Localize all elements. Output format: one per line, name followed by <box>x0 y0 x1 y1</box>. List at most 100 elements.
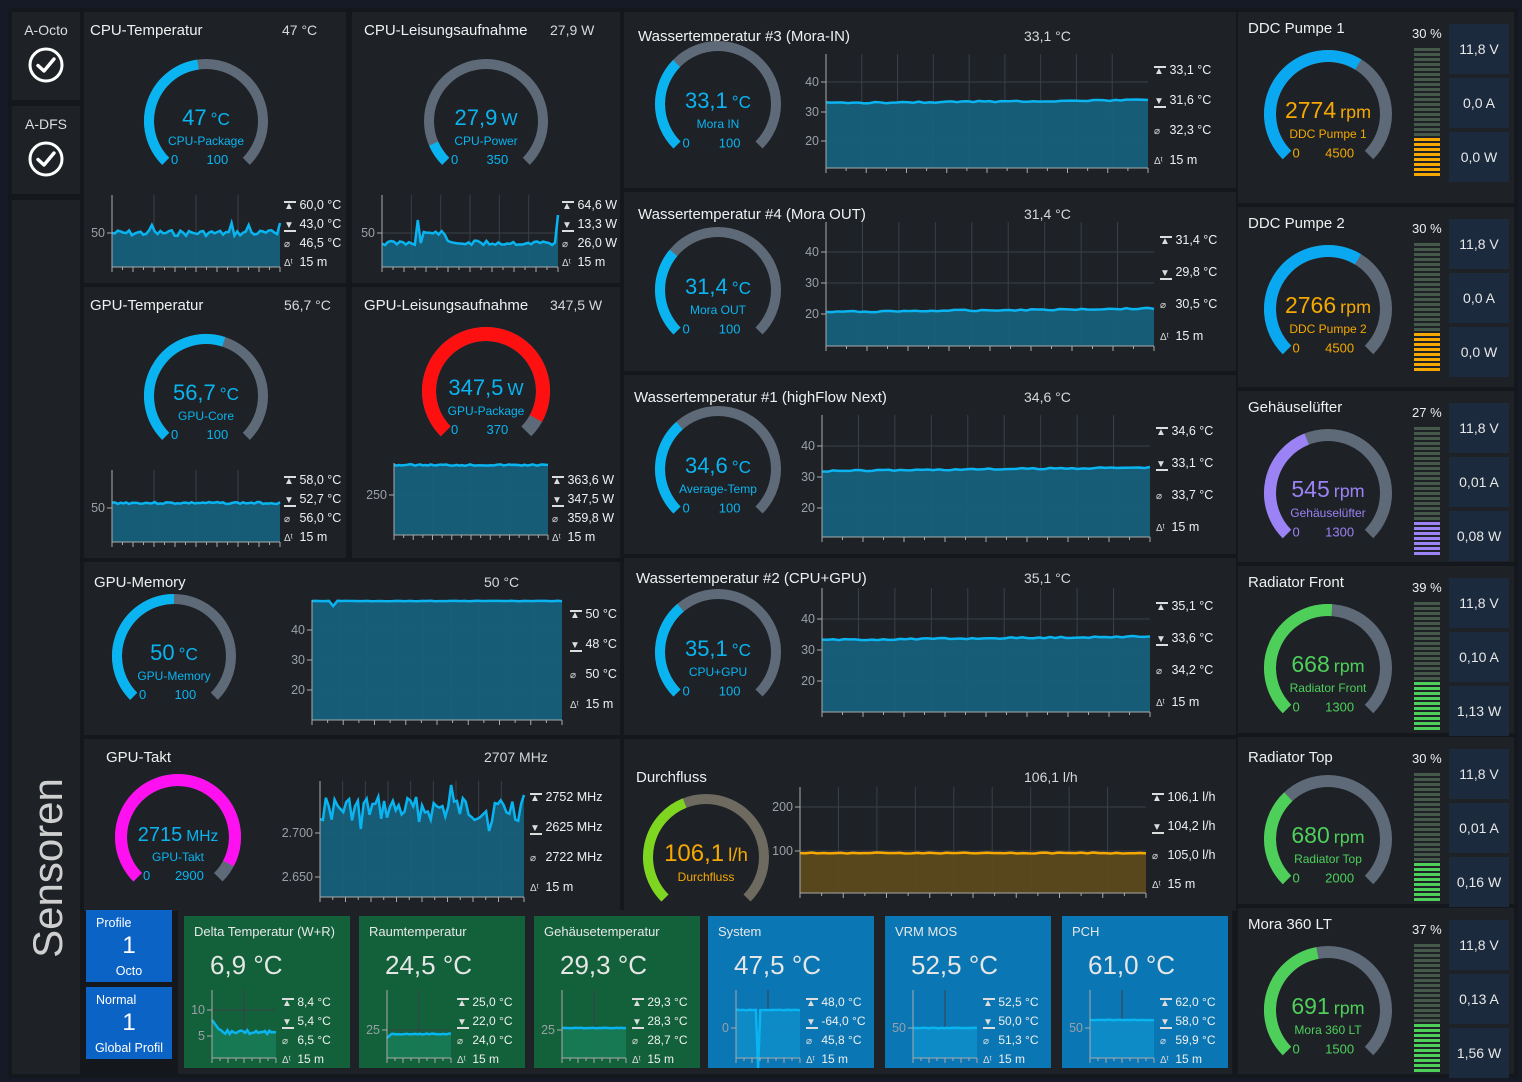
gauge-max: 1300 <box>1325 700 1354 715</box>
level-segment <box>1414 783 1440 786</box>
sensor-panel-water1[interactable]: Wassertemperatur #1 (highFlow Next) 34,6 … <box>624 375 1236 554</box>
sensor-panel-gpu-mem[interactable]: GPU-Memory 50 °C 50 °C GPU-Memory 0 100 40 30 20 ▲… <box>84 562 620 735</box>
history-chart: 50 <box>361 195 560 272</box>
max-icon: ▲ <box>1160 236 1172 247</box>
fan-panel[interactable]: Radiator Top 680 rpm Radiator Top 0 2000 30 % 1… <box>1238 737 1514 907</box>
level-segment <box>1414 1014 1440 1017</box>
sensor-panel-gpu-power[interactable]: GPU-Leisungsaufnahme 347,5 W 347,5 W GPU-Pac… <box>352 287 620 558</box>
level-segment <box>1414 722 1440 725</box>
sensor-panel-gpu-clock[interactable]: GPU-Takt 2707 MHz 2715 MHz GPU-Takt 0 2900 2.70… <box>84 739 620 911</box>
fan-panel[interactable]: DDC Pumpe 1 2774 rpm DDC Pumpe 1 0 4500 30 % 11… <box>1238 12 1514 203</box>
stat-min: ▼ 33,1 °C <box>1156 457 1213 471</box>
y-tick-label: 40 <box>805 75 819 89</box>
fan-percent: 27 % <box>1412 405 1442 420</box>
gauge-fill <box>422 327 550 437</box>
stat-value: 50 °C <box>582 667 617 681</box>
profile-button[interactable]: Normal 1 Global Profil <box>86 987 172 1059</box>
fan-title: Mora 360 LT <box>1248 916 1332 933</box>
level-segment <box>1414 727 1440 730</box>
min-icon: ▼ <box>983 1018 995 1029</box>
panel-title: GPU-Memory <box>94 574 186 591</box>
level-segment <box>1414 657 1440 660</box>
history-line <box>735 1008 801 1069</box>
fan-panel[interactable]: Gehäuselüfter 545 rpm Gehäuselüfter 0 1300 27 … <box>1238 391 1514 562</box>
panel-title: CPU-Temperatur <box>90 22 203 39</box>
stat-value: 15 m <box>296 530 328 544</box>
gauge-min: 0 <box>682 684 689 699</box>
fan-title: DDC Pumpe 2 <box>1248 215 1345 232</box>
sidebar-item-a-octo[interactable]: A-Octo <box>12 12 80 100</box>
level-segment <box>1414 98 1440 101</box>
sensor-tile[interactable]: Delta Temperatur (W+R) 6,9 °C 10 5 ▲ 8,4 °C ▼… <box>184 916 350 1068</box>
sensor-panel-gpu-temp[interactable]: GPU-Temperatur 56,7 °C 56,7 °C GPU-Core 0 100 5… <box>84 287 346 558</box>
profile-button[interactable]: Profile 1 Octo <box>86 910 172 982</box>
avg-icon: ⌀ <box>570 670 577 681</box>
sensor-panel-water4[interactable]: Wassertemperatur #4 (Mora OUT) 31,4 °C 31,… <box>624 192 1236 371</box>
stat-value: 347,5 W <box>564 492 615 506</box>
stat-value: 105,0 l/h <box>1164 848 1216 862</box>
y-tick-label: 2.700 <box>282 826 313 840</box>
y-tick-label: 50 <box>91 226 105 240</box>
fan-panel[interactable]: Mora 360 LT 691 rpm Mora 360 LT 0 1500 37 % 11,… <box>1238 908 1514 1078</box>
panel-title: GPU-Takt <box>106 749 172 766</box>
sidebar-item-a-dfs[interactable]: A-DFS <box>12 106 80 194</box>
fan-panel[interactable]: Radiator Front 668 rpm Radiator Front 0 1300 3… <box>1238 566 1514 736</box>
fan-panel[interactable]: DDC Pumpe 2 2766 rpm DDC Pumpe 2 0 4500 30 % 11… <box>1238 207 1514 387</box>
fan-level-bar <box>1414 243 1440 371</box>
min-icon: ▼ <box>552 496 564 507</box>
level-segment <box>1414 627 1440 630</box>
history-line <box>111 218 282 239</box>
history-chart: 50 <box>91 470 281 547</box>
panel-current-value: 27,9 W <box>550 22 595 38</box>
level-segment <box>1414 642 1440 645</box>
level-segment <box>1414 833 1440 836</box>
stat-value: 62,0 °C <box>1172 995 1216 1009</box>
stat-avg: ⌀ 45,8 °C <box>806 1034 862 1047</box>
fan-level-bar <box>1414 944 1440 1072</box>
level-segment <box>1414 778 1440 781</box>
stat-dt: Δᵗ 15 m <box>1152 878 1195 891</box>
stat-value: 2722 MHz <box>542 850 603 864</box>
profile-name: Octo <box>115 964 143 978</box>
level-segment <box>1414 298 1440 301</box>
avg-icon: ⌀ <box>1152 851 1159 862</box>
gauge-max: 4500 <box>1325 146 1354 161</box>
profile-number: 1 <box>122 932 136 959</box>
sensor-panel-cpu-temp[interactable]: CPU-Temperatur 47 °C 47 °C CPU-Package 0 100 50… <box>84 12 346 283</box>
sensor-panel-flow[interactable]: Durchfluss 106,1 l/h 106,1 l/h Durchfluss 200… <box>624 739 1236 911</box>
sidebar-sensors-panel <box>12 200 80 1074</box>
level-segment <box>1414 173 1440 176</box>
sensor-tile[interactable]: Raumtemperatur 24,5 °C 25 ▲ 25,0 °C ▼ 22,0 °… <box>359 916 525 1068</box>
fan-power-readout: 0,0 W <box>1449 327 1509 377</box>
sensor-panel-cpu-power[interactable]: CPU-Leisungsaufnahme 27,9 W 27,9 W CPU-Power… <box>352 12 620 283</box>
sensor-tile[interactable]: System 47,5 °C 0 ▲ 48,0 °C ▼ -64,0 °C ⌀ 45,8 … <box>708 916 874 1069</box>
history-area <box>312 600 562 720</box>
sensor-panel-water2[interactable]: Wassertemperatur #2 (CPU+GPU) 35,1 °C 35,1… <box>624 558 1236 735</box>
sensor-tile[interactable]: PCH 61,0 °C 50 ▲ 62,0 °C ▼ 58,0 °C ⌀ 59,9 °C Δ… <box>1062 916 1228 1068</box>
stat-value: 33,6 °C <box>1168 631 1214 645</box>
sensor-tile[interactable]: VRM MOS 52,5 °C 50 ▲ 52,5 °C ▼ 50,0 °C ⌀ 51,3… <box>885 916 1051 1068</box>
y-tick-label: 40 <box>805 245 819 259</box>
y-tick-label: 40 <box>801 439 815 453</box>
max-icon: ▲ <box>552 476 564 487</box>
fan-current-readout: 0,01 A <box>1449 457 1509 507</box>
history-area <box>826 99 1148 168</box>
sensor-tile[interactable]: Gehäusetemperatur 29,3 °C 25 ▲ 29,3 °C ▼ 28,… <box>534 916 700 1068</box>
gauge-label: Radiator Top <box>1294 852 1362 866</box>
history-line <box>386 1032 452 1039</box>
max-icon: ▲ <box>284 476 296 487</box>
y-tick-label: 100 <box>772 844 793 858</box>
level-segment <box>1414 813 1440 816</box>
sensor-panel-water3[interactable]: Wassertemperatur #3 (Mora-IN) 33,1 °C 33,1… <box>624 12 1236 188</box>
stat-max: ▲ 29,3 °C <box>632 996 688 1009</box>
max-icon: ▲ <box>632 998 644 1009</box>
level-segment <box>1414 547 1440 550</box>
gauge-fill <box>112 594 175 700</box>
stat-dt: Δᵗ 15 m <box>284 531 327 544</box>
level-segment <box>1414 168 1440 171</box>
level-segment <box>1414 467 1440 470</box>
history-area <box>394 464 548 535</box>
gauge-fill <box>1264 433 1310 539</box>
fan-voltage-readout: 11,8 V <box>1449 219 1509 269</box>
level-segment <box>1414 888 1440 891</box>
